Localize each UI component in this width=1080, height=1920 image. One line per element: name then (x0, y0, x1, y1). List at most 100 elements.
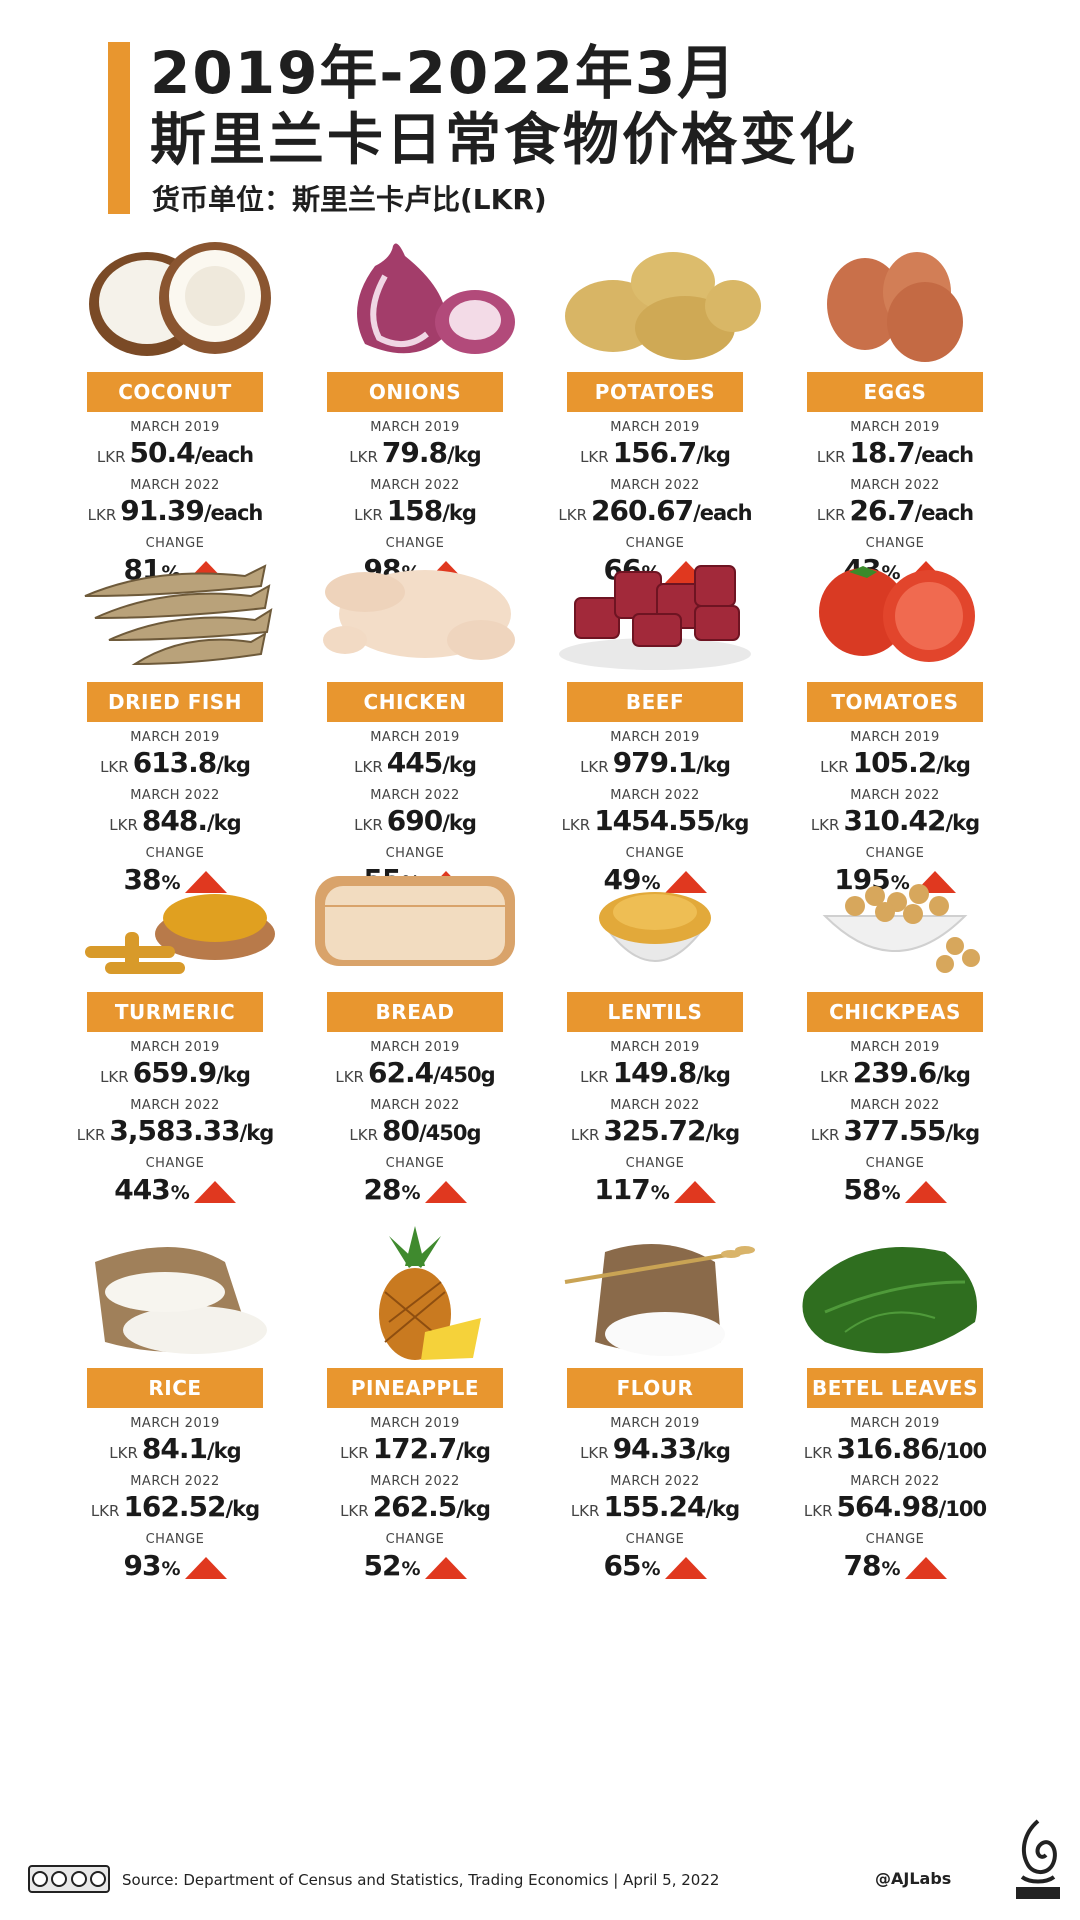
price-unit: /kg (936, 1063, 971, 1087)
food-name-tag: TURMERIC (87, 992, 263, 1032)
price-2022: LKR 260.67/each (530, 494, 780, 527)
change-number: 443 (114, 1173, 170, 1206)
flour-icon (545, 1222, 765, 1362)
currency-label: LKR (570, 1502, 600, 1520)
price-2019: LKR 50.4/each (50, 436, 300, 469)
price-unit: /kg (239, 1121, 275, 1145)
currency-label: LKR (349, 448, 378, 466)
price-value: 613.8 (132, 746, 218, 779)
march-2022-label: MARCH 2022 (610, 478, 700, 493)
currency-label: LKR (580, 758, 609, 776)
increase-arrow-icon (184, 1556, 227, 1579)
change-label: CHANGE (385, 846, 445, 861)
change-label: CHANGE (865, 846, 925, 861)
march-2019-label: MARCH 2019 (850, 1416, 940, 1431)
currency-label: LKR (570, 1126, 600, 1144)
price-value: 1454.55 (594, 804, 716, 837)
march-2022-label: MARCH 2022 (370, 788, 460, 803)
change-value: 93% (50, 1549, 300, 1582)
march-2019-label: MARCH 2019 (370, 730, 460, 745)
change-number: 38 (123, 863, 161, 896)
food-name-tag: BETEL LEAVES (807, 1368, 983, 1408)
price-value: 377.55 (843, 1114, 946, 1147)
food-card: LENTILS MARCH 2019 LKR 149.8/kg MARCH 2022 LK… (530, 846, 780, 1216)
currency-label: LKR (561, 816, 591, 834)
change-label: CHANGE (145, 536, 205, 551)
food-card: BETEL LEAVES MARCH 2019 LKR 316.86/100 MARCH… (770, 1222, 1020, 1592)
page-subtitle: 货币单位：斯里兰卡卢比(LKR) (152, 183, 547, 216)
currency-label: LKR (96, 448, 126, 466)
currency-label: LKR (810, 816, 840, 834)
price-value: 162.52 (123, 1490, 226, 1523)
price-unit: /kg (216, 753, 251, 777)
food-card: COCONUT MARCH 2019 LKR 50.4/each MARCH 2022 L… (50, 226, 300, 596)
currency-label: LKR (580, 1444, 609, 1462)
price-2019: LKR 156.7/kg (530, 436, 780, 469)
food-card: TOMATOES MARCH 2019 LKR 105.2/kg MARCH 2022 L… (770, 536, 1020, 906)
tomato-icon (785, 536, 1005, 676)
food-name-tag: RICE (87, 1368, 263, 1408)
increase-arrow-icon (664, 870, 707, 893)
food-name-tag: PINEAPPLE (327, 1368, 503, 1408)
price-value: 94.33 (612, 1432, 698, 1465)
march-2019-label: MARCH 2019 (370, 1416, 460, 1431)
currency-label: LKR (87, 506, 117, 524)
price-2019: LKR 62.4/450g (290, 1056, 540, 1089)
currency-label: LKR (803, 1502, 833, 1520)
price-2019: LKR 316.86/100 (770, 1432, 1020, 1465)
march-2022-label: MARCH 2022 (370, 1098, 460, 1113)
percent-sign: % (650, 1182, 670, 1204)
onion-icon (305, 226, 525, 366)
change-value: 117% (530, 1173, 780, 1206)
percent-sign: % (161, 1558, 181, 1580)
change-value: 52% (290, 1549, 540, 1582)
bread-icon (305, 846, 525, 986)
price-unit: /100 (938, 1439, 988, 1463)
change-label: CHANGE (385, 1156, 445, 1171)
increase-arrow-icon (904, 1556, 947, 1579)
food-name-tag: FLOUR (567, 1368, 743, 1408)
header: 2019年-2022年3月 斯里兰卡日常食物价格变化 货币单位：斯里兰卡卢比(L… (0, 0, 1080, 230)
change-value: 443% (50, 1173, 300, 1206)
change-number: 65 (603, 1549, 641, 1582)
change-label: CHANGE (625, 846, 685, 861)
food-card: TURMERIC MARCH 2019 LKR 659.9/kg MARCH 2022 L… (50, 846, 300, 1216)
price-unit: /kg (225, 1497, 261, 1521)
food-name-tag: ONIONS (327, 372, 503, 412)
march-2019-label: MARCH 2019 (610, 730, 700, 745)
ajlabs-handle: @AJLabs (875, 1869, 952, 1888)
change-label: CHANGE (625, 536, 685, 551)
price-unit: /kg (696, 1439, 731, 1463)
march-2019-label: MARCH 2019 (370, 1040, 460, 1055)
food-card: ONIONS MARCH 2019 LKR 79.8/kg MARCH 2022 LKR 1… (290, 226, 540, 596)
page-title-line-1: 2019年-2022年3月 (150, 39, 738, 107)
price-value: 445 (386, 746, 443, 779)
change-value: 65% (530, 1549, 780, 1582)
food-name-tag: CHICKEN (327, 682, 503, 722)
price-unit: /each (194, 443, 254, 467)
price-unit: /kg (696, 753, 731, 777)
price-unit: /100 (938, 1497, 988, 1521)
price-unit: /kg (696, 1063, 731, 1087)
currency-label: LKR (354, 816, 383, 834)
page-title-line-2: 斯里兰卡日常食物价格变化 (150, 108, 858, 173)
march-2022-label: MARCH 2022 (130, 1098, 220, 1113)
price-2019: LKR 18.7/each (770, 436, 1020, 469)
march-2019-label: MARCH 2019 (130, 1040, 220, 1055)
food-name-tag: EGGS (807, 372, 983, 412)
price-value: 79.8 (381, 436, 448, 469)
price-2019: LKR 79.8/kg (290, 436, 540, 469)
increase-arrow-icon (904, 1180, 947, 1203)
price-2019: LKR 445/kg (290, 746, 540, 779)
increase-arrow-icon (193, 1180, 236, 1203)
food-name-tag: POTATOES (567, 372, 743, 412)
potato-icon (545, 226, 765, 366)
price-unit: /each (914, 501, 974, 525)
price-value: 62.4 (367, 1056, 434, 1089)
pineapple-icon (305, 1222, 525, 1362)
march-2019-label: MARCH 2019 (610, 1040, 700, 1055)
food-card: BREAD MARCH 2019 LKR 62.4/450g MARCH 2022 LKR… (290, 846, 540, 1216)
food-card: FLOUR MARCH 2019 LKR 94.33/kg MARCH 2022 LKR 1… (530, 1222, 780, 1592)
food-name-tag: DRIED FISH (87, 682, 263, 722)
currency-label: LKR (109, 816, 138, 834)
